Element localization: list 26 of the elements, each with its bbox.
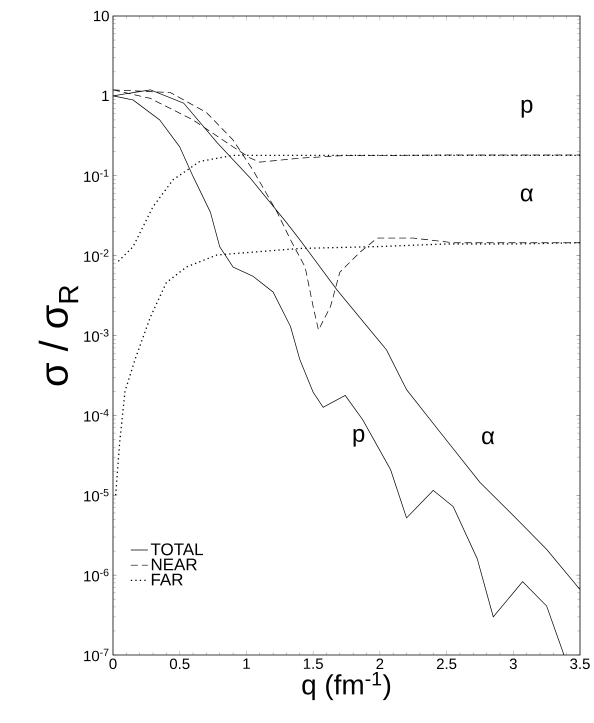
legend-label: NEAR <box>152 558 197 570</box>
annotation: α <box>520 188 533 202</box>
y-tick-label: 10$^{-6}$ <box>84 568 109 582</box>
x-tick-label: 1.5 <box>304 658 323 669</box>
y-tick-label: 10$^{-1}$ <box>84 169 108 182</box>
x-tick-label: 1 <box>243 658 250 669</box>
annotation: p <box>522 100 532 118</box>
legend-label: TOTAL <box>150 543 203 556</box>
x-tick-label: 0 <box>109 658 117 670</box>
x-axis-title: q (fm$^{-1}$) <box>302 672 390 700</box>
y-tick-label: 10$^{-3}$ <box>84 329 109 342</box>
x-tick-label: 3 <box>510 658 517 670</box>
legend-label: FAR <box>152 574 183 586</box>
x-tick-label: 2 <box>376 658 384 669</box>
annotation: p <box>354 428 364 447</box>
annotation: α <box>482 431 494 444</box>
y-tick-label: 10$^{-4}$ <box>84 409 109 422</box>
y-tick-label: 10$^{-2}$ <box>84 249 108 262</box>
y-axis-title: σ / σ$_{R}$ <box>38 286 78 386</box>
y-tick-label: 10$^{-7}$ <box>84 648 108 662</box>
y-tick-label: 1 <box>102 90 109 102</box>
y-tick-label: 10 <box>94 10 109 22</box>
x-tick-label: 0.5 <box>170 658 190 670</box>
y-tick-label: 10$^{-5}$ <box>84 488 109 502</box>
x-tick-label: 3.5 <box>570 658 590 670</box>
x-tick-label: 2.5 <box>436 658 456 670</box>
